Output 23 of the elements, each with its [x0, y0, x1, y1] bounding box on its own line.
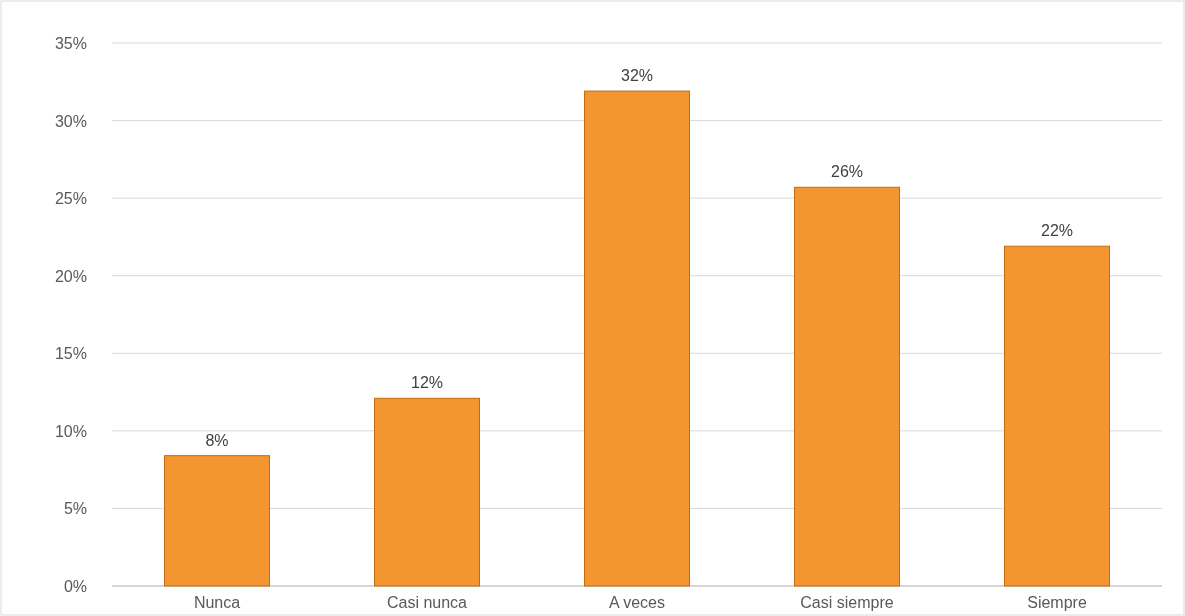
- x-tick-label: A veces: [608, 594, 666, 611]
- data-label: 8%: [205, 431, 229, 449]
- bar: [374, 397, 480, 587]
- data-label: 22%: [1040, 222, 1074, 240]
- bar: [164, 455, 270, 587]
- y-tick-label: 20%: [54, 267, 87, 285]
- y-tick-label: 10%: [54, 422, 87, 440]
- x-tick-label: Nunca: [193, 594, 241, 611]
- x-tick-label: Siempre: [1027, 594, 1087, 611]
- data-label: 32%: [620, 67, 654, 85]
- y-tick-label: 15%: [54, 345, 87, 363]
- data-label: 26%: [830, 163, 864, 181]
- x-tick-label: Casi siempre: [800, 594, 894, 611]
- y-tick-label: 35%: [54, 35, 87, 52]
- bar: [584, 90, 690, 587]
- y-tick-label: 5%: [63, 500, 87, 518]
- x-tick-label: Casi nunca: [386, 594, 468, 611]
- y-tick-label: 25%: [54, 190, 87, 208]
- bar: [1004, 245, 1110, 587]
- y-tick-label: 30%: [54, 112, 87, 130]
- data-label: 12%: [410, 374, 444, 392]
- bar: [794, 186, 900, 587]
- y-tick-label: 0%: [63, 578, 87, 595]
